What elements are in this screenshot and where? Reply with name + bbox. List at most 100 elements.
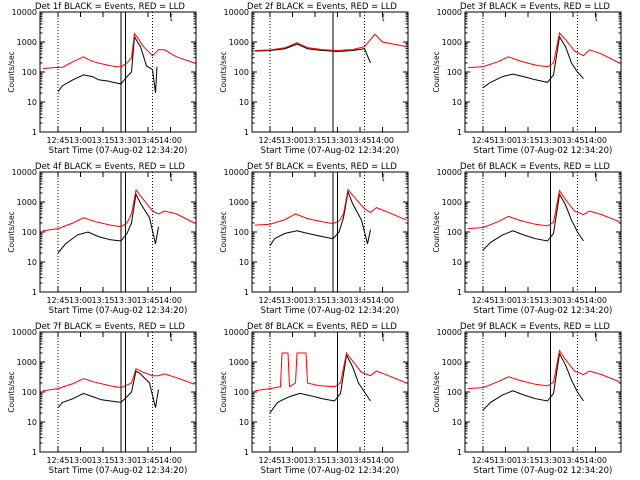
series-events-line	[57, 192, 159, 254]
chart-panel-8: Det 8f BLACK = Events, RED = LLD[1 10 100 1…	[219, 322, 409, 476]
x-tick-label: 13:45	[136, 296, 159, 305]
y-tick-label: 1	[244, 448, 249, 457]
x-tick-label: 13:45	[561, 136, 584, 145]
y-tick-label: 10	[239, 418, 249, 427]
x-tick-label: 13:30	[539, 456, 562, 465]
series-events-line	[482, 192, 584, 251]
x-tick-label: 13:15	[516, 296, 539, 305]
x-axis-label: Start Time (07-Aug-02 12:34:20)	[261, 466, 400, 476]
x-tick-label: 13:00	[494, 136, 517, 145]
x-tick-label: 13:45	[136, 456, 159, 465]
y-tick-label: 1	[457, 128, 462, 137]
legend-box: [	[170, 13, 173, 22]
chart-panel-9: Det 9f BLACK = Events, RED = LLD[1 10 100 1…	[432, 322, 622, 476]
x-tick-label: 13:30	[326, 456, 349, 465]
plot-frame	[251, 331, 409, 453]
series-events-line	[57, 370, 159, 409]
series-lld-line	[254, 188, 407, 226]
y-axis-label: Counts/sec	[219, 211, 228, 252]
chart-title: Det 9f BLACK = Events, RED = LLD	[460, 322, 610, 332]
legend-box: [	[595, 333, 598, 342]
x-tick-label: 13:15	[91, 296, 114, 305]
y-tick-label: 1	[32, 128, 37, 137]
series-events-line	[482, 352, 584, 411]
y-tick-label: 100	[22, 388, 37, 397]
x-tick-label: 12:45	[471, 456, 494, 465]
y-tick-label: 1000	[229, 38, 249, 47]
x-tick-label: 13:45	[348, 296, 371, 305]
x-tick-label: 12:45	[258, 296, 281, 305]
chart-panel-6: Det 6f BLACK = Events, RED = LLD[1 10 100 1…	[432, 162, 622, 316]
y-tick-label: 10000	[12, 328, 37, 337]
y-axis-label: Counts/sec	[7, 211, 16, 252]
y-axis-label: Counts/sec	[432, 371, 441, 412]
x-tick-label: 12:45	[471, 136, 494, 145]
y-tick-label: 10000	[12, 168, 37, 177]
chart-title: Det 8f BLACK = Events, RED = LLD	[247, 322, 397, 332]
y-tick-label: 100	[447, 228, 462, 237]
y-tick-label: 100	[22, 228, 37, 237]
x-axis-label: Start Time (07-Aug-02 12:34:20)	[261, 146, 400, 156]
chart-panel-2: Det 2f BLACK = Events, RED = LLD[1 10 100 1…	[219, 2, 409, 156]
x-tick-label: 13:00	[281, 456, 304, 465]
y-tick-label: 10	[27, 258, 37, 267]
plot-frame	[464, 171, 622, 293]
y-tick-label: 1000	[442, 198, 462, 207]
y-tick-label: 10000	[224, 8, 249, 17]
y-tick-label: 100	[22, 68, 37, 77]
plot-frame	[39, 11, 197, 133]
y-tick-label: 10	[452, 98, 462, 107]
y-tick-label: 1	[244, 288, 249, 297]
series-events-line	[254, 43, 371, 64]
x-axis-label: Start Time (07-Aug-02 12:34:20)	[474, 306, 613, 316]
x-tick-label: 13:00	[494, 456, 517, 465]
x-axis-label: Start Time (07-Aug-02 12:34:20)	[49, 306, 188, 316]
plot-frame	[251, 11, 409, 133]
y-tick-label: 10	[27, 98, 37, 107]
y-tick-label: 1	[457, 448, 462, 457]
x-tick-label: 13:00	[69, 136, 92, 145]
y-axis-label: Counts/sec	[432, 211, 441, 252]
series-lld-line	[254, 33, 407, 52]
series-lld-line	[467, 189, 620, 230]
y-tick-label: 100	[447, 68, 462, 77]
y-tick-label: 10000	[224, 328, 249, 337]
x-tick-label: 13:45	[561, 456, 584, 465]
x-tick-label: 13:45	[561, 296, 584, 305]
x-tick-label: 14:00	[159, 296, 182, 305]
x-tick-label: 13:00	[69, 456, 92, 465]
y-tick-label: 10000	[437, 328, 462, 337]
y-tick-label: 1	[244, 128, 249, 137]
x-axis-label: Start Time (07-Aug-02 12:34:20)	[474, 146, 613, 156]
x-tick-label: 14:00	[371, 456, 394, 465]
chart-title: Det 4f BLACK = Events, RED = LLD	[35, 162, 185, 172]
y-axis-label: Counts/sec	[219, 51, 228, 92]
x-tick-label: 12:45	[471, 296, 494, 305]
series-lld-line	[42, 32, 195, 70]
x-tick-label: 13:30	[114, 296, 137, 305]
chart-title: Det 3f BLACK = Events, RED = LLD	[460, 2, 610, 12]
legend-box: [	[170, 173, 173, 182]
series-lld-line	[467, 349, 620, 390]
x-tick-label: 13:00	[281, 296, 304, 305]
legend-box: [	[382, 13, 385, 22]
x-tick-label: 13:30	[539, 136, 562, 145]
y-tick-label: 1	[457, 288, 462, 297]
x-axis-label: Start Time (07-Aug-02 12:34:20)	[49, 146, 188, 156]
x-tick-label: 13:45	[348, 456, 371, 465]
series-lld-line	[42, 188, 195, 232]
chart-title: Det 1f BLACK = Events, RED = LLD	[35, 2, 185, 12]
y-tick-label: 10000	[437, 8, 462, 17]
x-tick-label: 13:30	[326, 136, 349, 145]
series-lld-line	[254, 351, 407, 392]
x-tick-label: 13:15	[516, 456, 539, 465]
x-axis-label: Start Time (07-Aug-02 12:34:20)	[474, 466, 613, 476]
y-tick-label: 1000	[442, 358, 462, 367]
x-tick-label: 13:30	[114, 456, 137, 465]
y-axis-label: Counts/sec	[7, 371, 16, 412]
chart-title: Det 7f BLACK = Events, RED = LLD	[35, 322, 185, 332]
y-tick-label: 10	[452, 258, 462, 267]
y-tick-label: 1000	[442, 38, 462, 47]
x-tick-label: 12:45	[46, 456, 69, 465]
legend-box: [	[595, 13, 598, 22]
